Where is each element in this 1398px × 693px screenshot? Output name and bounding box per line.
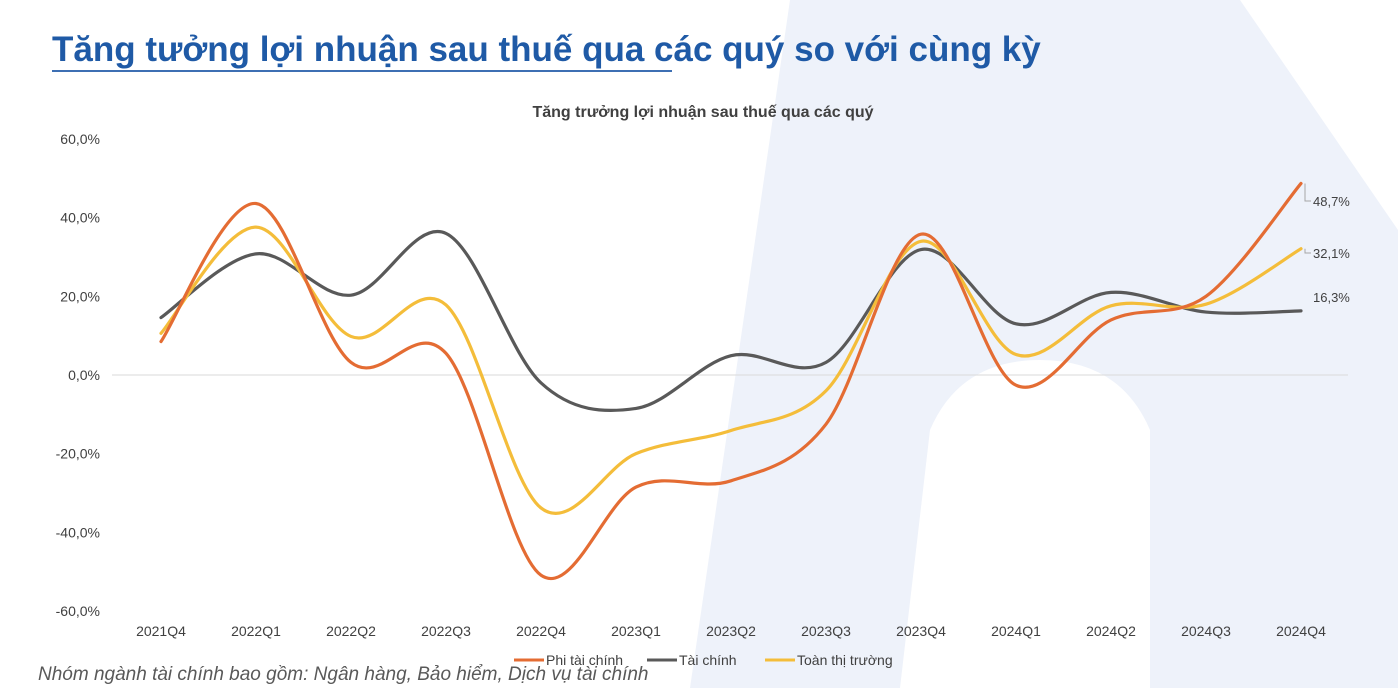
x-tick-label: 2024Q2 (1086, 623, 1136, 639)
legend-label: Tài chính (679, 652, 737, 668)
page-title: Tăng tưởng lợi nhuận sau thuế qua các qu… (52, 30, 1041, 69)
x-tick-label: 2023Q1 (611, 623, 661, 639)
end-label: 32,1% (1313, 246, 1350, 261)
x-tick-label: 2022Q4 (516, 623, 566, 639)
y-tick-label: 0,0% (68, 367, 100, 383)
series-line-1 (159, 229, 1303, 413)
x-tick-label: 2024Q1 (991, 623, 1041, 639)
y-axis-labels: -60,0% -40,0% -20,0% 0,0% 20,0% 40,0% 60,0% (56, 131, 100, 619)
x-tick-label: 2022Q1 (231, 623, 281, 639)
x-tick-label: 2022Q2 (326, 623, 376, 639)
x-tick-label: 2023Q3 (801, 623, 851, 639)
x-tick-label: 2023Q4 (896, 623, 946, 639)
x-tick-label: 2023Q2 (706, 623, 756, 639)
end-label: 16,3% (1313, 290, 1350, 305)
series-line-0 (159, 181, 1303, 580)
legend-label: Phi tài chính (546, 652, 623, 668)
legend: Phi tài chính Tài chính Toàn thị trường (514, 652, 893, 668)
y-tick-label: -60,0% (56, 603, 100, 619)
title-underline (52, 70, 672, 72)
end-label-leader (1304, 183, 1311, 202)
series-line-2 (159, 225, 1303, 516)
legend-label: Toàn thị trường (797, 652, 893, 668)
end-labels: 48,7% 32,1% 16,3% (1304, 183, 1350, 305)
x-tick-label: 2024Q3 (1181, 623, 1231, 639)
footnote: Nhóm ngành tài chính bao gồm: Ngân hàng,… (38, 664, 649, 685)
y-tick-label: 20,0% (60, 288, 100, 304)
chart-title: Tăng trưởng lợi nhuận sau thuế qua các q… (532, 104, 873, 121)
x-tick-label: 2024Q4 (1276, 623, 1326, 639)
y-tick-label: -40,0% (56, 524, 100, 540)
end-label: 48,7% (1313, 194, 1350, 209)
x-tick-label: 2021Q4 (136, 623, 186, 639)
y-tick-label: -20,0% (56, 446, 100, 462)
x-axis-labels: 2021Q4 2022Q1 2022Q2 2022Q3 2022Q4 2023Q1 2023… (136, 623, 1326, 639)
y-tick-label: 60,0% (60, 131, 100, 147)
end-label-leader (1304, 248, 1311, 254)
series-lines (159, 181, 1303, 580)
x-tick-label: 2022Q3 (421, 623, 471, 639)
y-tick-label: 40,0% (60, 210, 100, 226)
